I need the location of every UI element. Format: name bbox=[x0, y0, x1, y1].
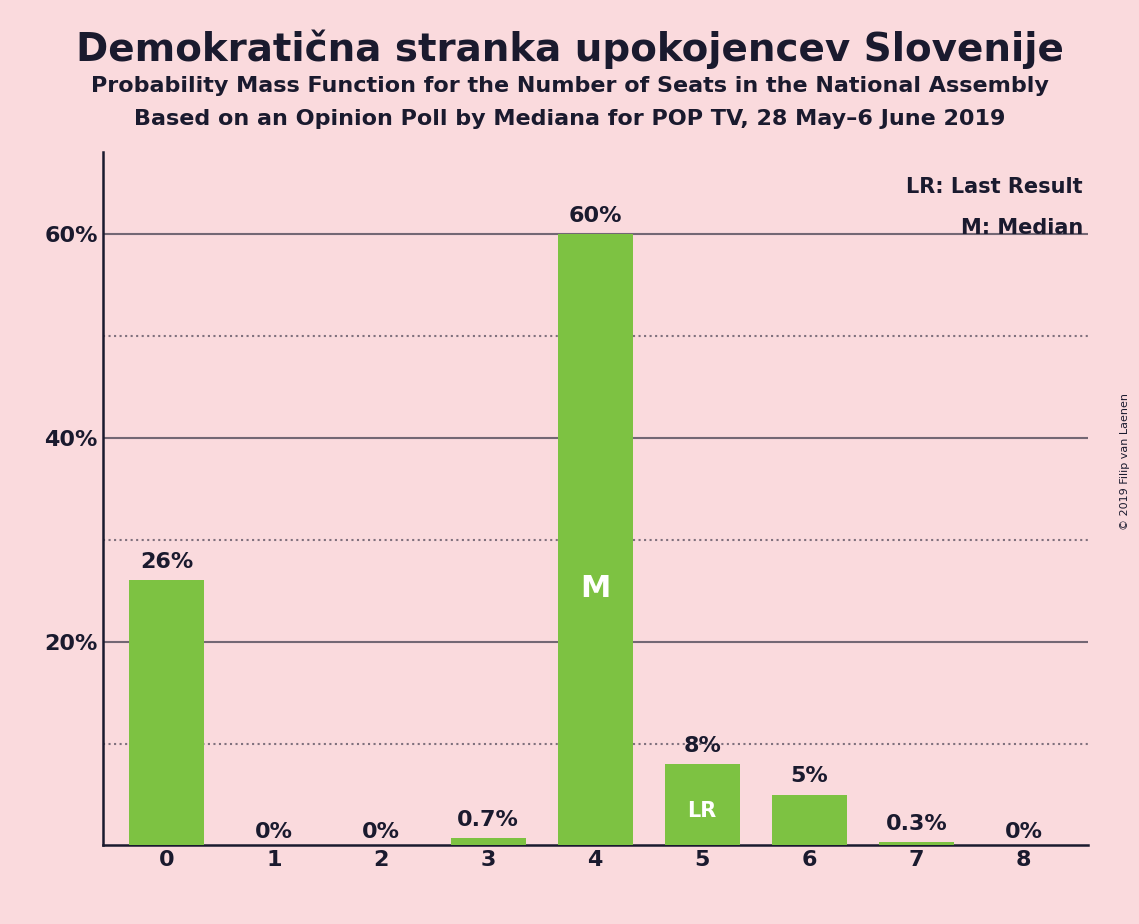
Text: 0%: 0% bbox=[362, 822, 400, 843]
Text: Demokratična stranka upokojencev Slovenije: Demokratična stranka upokojencev Sloveni… bbox=[75, 30, 1064, 69]
Text: 8%: 8% bbox=[683, 736, 721, 756]
Text: 60%: 60% bbox=[568, 206, 622, 225]
Bar bbox=[451, 838, 525, 845]
Text: 0.7%: 0.7% bbox=[457, 810, 519, 830]
Text: Probability Mass Function for the Number of Seats in the National Assembly: Probability Mass Function for the Number… bbox=[91, 76, 1048, 96]
Bar bbox=[879, 843, 953, 845]
Bar bbox=[772, 795, 846, 845]
Bar bbox=[130, 580, 204, 845]
Text: 0.3%: 0.3% bbox=[885, 814, 948, 834]
Text: 0%: 0% bbox=[255, 822, 293, 843]
Text: LR: LR bbox=[688, 801, 716, 821]
Text: © 2019 Filip van Laenen: © 2019 Filip van Laenen bbox=[1121, 394, 1130, 530]
Text: M: Median: M: Median bbox=[960, 218, 1083, 238]
Text: 0%: 0% bbox=[1005, 822, 1042, 843]
Text: 26%: 26% bbox=[140, 553, 194, 572]
Text: 5%: 5% bbox=[790, 766, 828, 786]
Bar bbox=[558, 234, 632, 845]
Text: M: M bbox=[580, 574, 611, 603]
Text: Based on an Opinion Poll by Mediana for POP TV, 28 May–6 June 2019: Based on an Opinion Poll by Mediana for … bbox=[133, 109, 1006, 129]
Text: LR: Last Result: LR: Last Result bbox=[907, 176, 1083, 197]
Bar bbox=[665, 764, 739, 845]
